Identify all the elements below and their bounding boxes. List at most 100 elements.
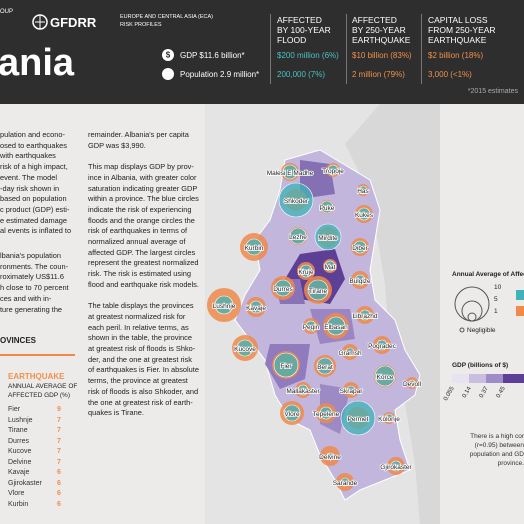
column-heading: EARTHQUAKE bbox=[428, 35, 487, 45]
column-heading: BY 100-YEAR bbox=[277, 25, 331, 35]
legend-circle bbox=[467, 312, 477, 322]
separator bbox=[421, 14, 422, 84]
legend bbox=[452, 286, 524, 383]
province-label: Gjirokaster bbox=[380, 464, 412, 471]
paragraph-line: -day risk shown in bbox=[0, 183, 60, 193]
value-people: 3,000 (<1%) bbox=[428, 70, 472, 79]
table-rule bbox=[0, 354, 75, 356]
flood-circle bbox=[353, 240, 367, 254]
column-header: ANNUAL AVERAGE OF bbox=[8, 383, 78, 390]
province-label: Bulqize bbox=[349, 278, 371, 285]
column-heading: BY 250-YEAR bbox=[352, 25, 406, 35]
province-label: Diber bbox=[352, 245, 368, 252]
paragraph-line: with earthquakes bbox=[0, 151, 56, 161]
row-value: 7 bbox=[57, 448, 61, 455]
legend-swatch bbox=[516, 290, 524, 300]
paragraph-line: risk of a high impact, bbox=[0, 162, 68, 172]
legend-size: 10 bbox=[494, 284, 502, 291]
group-text: OUP bbox=[0, 9, 14, 15]
gdp-swatch bbox=[452, 374, 469, 383]
series-title: EUROPE AND CENTRAL ASIA (ECA) bbox=[120, 14, 214, 20]
flood-circle bbox=[273, 352, 299, 378]
row-value: 6 bbox=[57, 469, 61, 476]
paragraph-line: at greatest risk of floods is Shko- bbox=[88, 344, 196, 353]
row-name: Kavaje bbox=[8, 469, 30, 476]
value-money: $10 billion (83%) bbox=[352, 51, 412, 60]
flood-circle bbox=[278, 182, 314, 218]
paragraph-line: risk of earthquakes in terms of bbox=[88, 226, 187, 236]
province-label: Mallakaster bbox=[286, 388, 320, 395]
row-name: Vlore bbox=[8, 490, 25, 497]
province-label: Tropoje bbox=[322, 168, 344, 175]
flood-circle bbox=[340, 477, 350, 487]
gdp-tick: 0.45 bbox=[496, 385, 507, 399]
legend-negligible: Negligible bbox=[467, 327, 496, 334]
paragraph-line: al events is inflated to bbox=[0, 226, 72, 236]
paragraph-line: indicate the risk of experiencing bbox=[88, 204, 192, 214]
paragraph-line: quakes is Tirane. bbox=[88, 408, 144, 418]
paragraph-line: normalized annual average of bbox=[88, 237, 186, 246]
flood-circle bbox=[249, 300, 263, 314]
province-label: Devoll bbox=[403, 381, 422, 388]
province-label: Kurbin bbox=[245, 245, 264, 252]
flood-circle bbox=[374, 365, 396, 387]
flood-circle bbox=[390, 460, 402, 472]
paragraph-line: e estimated damage bbox=[0, 215, 67, 225]
paragraph-line: affected GDP. The largest circles bbox=[88, 247, 196, 257]
province-label: Lushnje bbox=[213, 303, 236, 310]
note-line: province. bbox=[498, 460, 524, 467]
logo-icon bbox=[32, 14, 48, 30]
paragraph-line: risk. The risk is estimated using bbox=[88, 269, 191, 279]
row-value: 7 bbox=[57, 427, 61, 434]
value-money: $2 billion (18%) bbox=[428, 51, 484, 60]
flood-circle bbox=[245, 238, 263, 256]
province-label: Tepelene bbox=[313, 411, 340, 418]
province-label: Sarande bbox=[333, 480, 358, 487]
row-value: 9 bbox=[57, 406, 61, 413]
row-value: 7 bbox=[57, 437, 61, 445]
province-label: Puke bbox=[320, 205, 335, 212]
gdp-tick: 0.14 bbox=[462, 385, 473, 399]
paragraph-line: ronments. The coun- bbox=[0, 261, 69, 271]
column-heading: AFFECTED bbox=[352, 15, 397, 25]
legend-size: 1 bbox=[494, 308, 498, 315]
row-value: 6 bbox=[57, 500, 61, 508]
value-people: 200,000 (7%) bbox=[277, 70, 326, 79]
province-label: Kruje bbox=[298, 269, 314, 276]
footnote: *2015 estimates bbox=[467, 88, 518, 95]
row-name: Gjirokaster bbox=[8, 479, 42, 487]
paragraph-line: ces and with in- bbox=[0, 293, 52, 303]
separator bbox=[346, 14, 347, 84]
paragraph-line: of earthquakes is Fier. In absolute bbox=[88, 365, 199, 375]
province-label: Tirane bbox=[309, 288, 328, 295]
province-label: Durres bbox=[273, 286, 293, 293]
paragraph-line: GDP was $3,990. bbox=[88, 140, 146, 150]
province-label: Pogradec bbox=[368, 343, 397, 350]
paragraph-line: osed to earthquakes bbox=[0, 140, 67, 150]
row-name: Kucove bbox=[8, 448, 32, 455]
gdp-tick: 0.055 bbox=[443, 385, 456, 402]
flood-circle bbox=[289, 227, 307, 245]
stat-icons: $ bbox=[162, 49, 174, 80]
paragraph-line: h close to 70 percent bbox=[0, 283, 69, 293]
province-label: Gramsh bbox=[338, 350, 362, 357]
logo: GFDRR bbox=[50, 15, 97, 30]
paragraph-line: flood and earthquake risk models. bbox=[88, 279, 199, 289]
legend-circle bbox=[461, 300, 483, 322]
paragraph-line: remainder. Albania's per capita bbox=[88, 130, 189, 139]
province-label: Shkoder bbox=[284, 198, 309, 205]
province-label: Kukes bbox=[355, 212, 374, 219]
note-line: There is a high cor bbox=[470, 433, 524, 440]
province-label: Delvine bbox=[319, 454, 341, 461]
note-line: (r=0.95) between bbox=[475, 442, 524, 449]
province-label: Vlore bbox=[284, 411, 300, 418]
row-name: Delvine bbox=[8, 458, 32, 466]
flood-circle bbox=[358, 185, 368, 195]
province-label: Has bbox=[357, 188, 369, 195]
paragraph-line: pulation and econo- bbox=[0, 130, 65, 139]
province-label: Peqin bbox=[303, 324, 320, 331]
peril: EARTHQUAKE bbox=[8, 372, 65, 381]
row-value: 6 bbox=[57, 490, 61, 497]
flood-circle bbox=[354, 274, 366, 286]
